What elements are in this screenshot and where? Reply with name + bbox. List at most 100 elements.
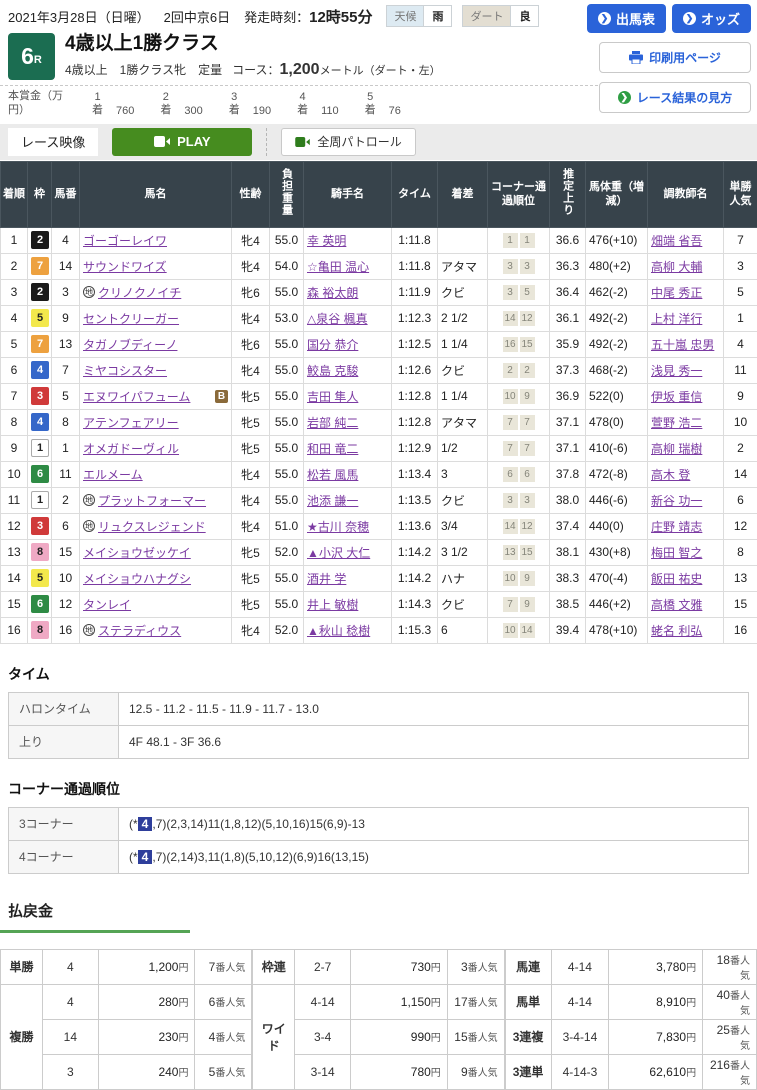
jockey-link[interactable]: 岩部 純二	[307, 416, 358, 430]
jockey-link[interactable]: 酒井 学	[307, 572, 346, 586]
frame-cell: 5	[28, 305, 52, 331]
play-button[interactable]: PLAY	[112, 128, 252, 156]
jockey-link[interactable]: ▲秋山 稔樹	[307, 624, 370, 638]
horse-number-cell: 7	[52, 357, 80, 383]
horse-number-cell: 3	[52, 279, 80, 305]
print-page-button[interactable]: 印刷用ページ	[599, 42, 751, 73]
time-cell: 1:11.8	[392, 253, 438, 279]
trainer-link[interactable]: 高柳 大輔	[651, 260, 702, 274]
odds-button[interactable]: ❯ オッズ	[672, 4, 751, 33]
jockey-link[interactable]: 鮫島 克駿	[307, 364, 358, 378]
horse-name-link[interactable]: ミヤコシスター	[83, 362, 167, 379]
jockey-link[interactable]: 国分 恭介	[307, 338, 358, 352]
corner-position-box: 1	[503, 233, 518, 248]
trainer-link[interactable]: 畑端 省吾	[651, 234, 702, 248]
trainer-link[interactable]: 飯田 祐史	[651, 572, 702, 586]
result-guide-button[interactable]: ❯ レース結果の見方	[599, 82, 751, 113]
combination-cell: 3-14	[295, 1054, 351, 1089]
horse-name-link[interactable]: サウンドワイズ	[83, 258, 167, 275]
horse-name-link[interactable]: ゴーゴーレイワ	[83, 232, 167, 249]
trainer-link[interactable]: 梅田 智之	[651, 546, 702, 560]
prize-place-suffix: 着	[92, 104, 103, 117]
horse-name-link[interactable]: メイショウハナグシ	[83, 570, 191, 587]
combination-cell: 4	[42, 949, 98, 984]
payout-popularity-cell: 6番人気	[195, 984, 252, 1019]
sex-age-cell: 牝4	[232, 253, 270, 279]
horse-name-link[interactable]: タンレイ	[83, 596, 131, 613]
horse-number-cell: 6	[52, 513, 80, 539]
trainer-link[interactable]: 萱野 浩二	[651, 416, 702, 430]
payout-popularity-cell: 25番人気	[703, 1019, 757, 1054]
horse-weight-cell: 472(-8)	[586, 461, 648, 487]
time-cell: 1:13.6	[392, 513, 438, 539]
horse-name-link[interactable]: ステラディウス	[98, 622, 181, 639]
entries-button[interactable]: ❯ 出馬表	[587, 4, 666, 33]
jockey-link[interactable]: ☆亀田 温心	[307, 260, 369, 274]
horse-name-link[interactable]: クリノクノイチ	[98, 284, 181, 301]
prize-place-suffix: 着	[365, 104, 376, 117]
horse-name-cell: サウンドワイズ	[80, 253, 232, 279]
race-title-block: 4歳以上1勝クラス 4歳以上 1勝クラス牝 定量 コース：1,200メートル（ダ…	[65, 33, 441, 79]
finish-position-cell: 9	[1, 435, 28, 461]
horse-name-link[interactable]: アテンフェアリー	[83, 414, 179, 431]
trainer-link[interactable]: 浅見 秀一	[651, 364, 702, 378]
jockey-link[interactable]: ★古川 奈穂	[307, 520, 369, 534]
jockey-link[interactable]: 松若 風馬	[307, 468, 358, 482]
trainer-link[interactable]: 五十嵐 忠男	[651, 338, 714, 352]
time-cell: 1:11.8	[392, 227, 438, 253]
prize-place-suffix: 着	[297, 104, 308, 117]
horse-name-link[interactable]: セントクリーガー	[83, 310, 179, 327]
popularity-number: 4	[209, 1030, 216, 1044]
horse-number-cell: 9	[52, 305, 80, 331]
frame-number-badge: 5	[31, 569, 49, 587]
time-cell: 1:14.2	[392, 539, 438, 565]
carried-weight-cell: 55.0	[270, 409, 304, 435]
trainer-link[interactable]: 高橋 文雅	[651, 598, 702, 612]
jockey-link[interactable]: 井上 敏樹	[307, 598, 358, 612]
trainer-link[interactable]: 伊坂 重信	[651, 390, 702, 404]
horse-name-link[interactable]: オメガドーヴィル	[83, 440, 179, 457]
horse-name-link[interactable]: エヌワイパフューム	[83, 388, 190, 405]
trainer-link[interactable]: 新谷 功一	[651, 494, 702, 508]
jockey-link[interactable]: △泉谷 楓真	[307, 312, 368, 326]
payout-popularity-cell: 17番人気	[447, 984, 504, 1019]
column-header-label: 性齢	[240, 188, 262, 200]
jockey-link[interactable]: 吉田 隼人	[307, 390, 358, 404]
column-header-label: 着順	[3, 188, 25, 200]
payout-amount-cell: 730円	[351, 949, 448, 984]
trainer-link[interactable]: 上村 洋行	[651, 312, 702, 326]
popularity-suffix: 番人気	[468, 1033, 498, 1044]
trainer-link[interactable]: 庄野 靖志	[651, 520, 702, 534]
horse-name-cell: オメガドーヴィル	[80, 435, 232, 461]
patrol-video-button[interactable]: 全周パトロール	[281, 128, 415, 156]
horse-name-link[interactable]: プラットフォーマー	[98, 492, 206, 509]
horse-name-link[interactable]: エルメーム	[83, 466, 143, 483]
trainer-cell: 高木 登	[648, 461, 724, 487]
trainer-link[interactable]: 中尾 秀正	[651, 286, 702, 300]
jockey-link[interactable]: 和田 竜二	[307, 442, 358, 456]
frame-number-badge: 1	[31, 439, 49, 457]
frame-number-badge: 6	[31, 595, 49, 613]
horse-name-link[interactable]: メイショウゼッケイ	[83, 544, 191, 561]
jockey-link[interactable]: ▲小沢 大仁	[307, 546, 370, 560]
horse-weight-cell: 410(-6)	[586, 435, 648, 461]
popularity-cell: 4	[724, 331, 757, 357]
jockey-link[interactable]: 幸 英明	[307, 234, 346, 248]
trainer-link[interactable]: 蛯名 利弘	[651, 624, 702, 638]
blue-button-row: ❯ 出馬表 ❯ オッズ	[587, 4, 751, 33]
horse-name-cell: タガノブディーノ	[80, 331, 232, 357]
trainer-link[interactable]: 高柳 瑞樹	[651, 442, 702, 456]
finish-position-cell: 7	[1, 383, 28, 409]
jockey-link[interactable]: 池添 謙一	[307, 494, 358, 508]
horse-name-link[interactable]: リュクスレジェンド	[98, 518, 206, 535]
jockey-link[interactable]: 森 裕太朗	[307, 286, 358, 300]
sex-age-cell: 牝4	[232, 487, 270, 513]
horse-name-link[interactable]: タガノブディーノ	[83, 336, 177, 353]
race-number: 6	[21, 43, 34, 70]
payout-amount: 7,830	[656, 1030, 686, 1044]
trainer-link[interactable]: 高木 登	[651, 468, 690, 482]
